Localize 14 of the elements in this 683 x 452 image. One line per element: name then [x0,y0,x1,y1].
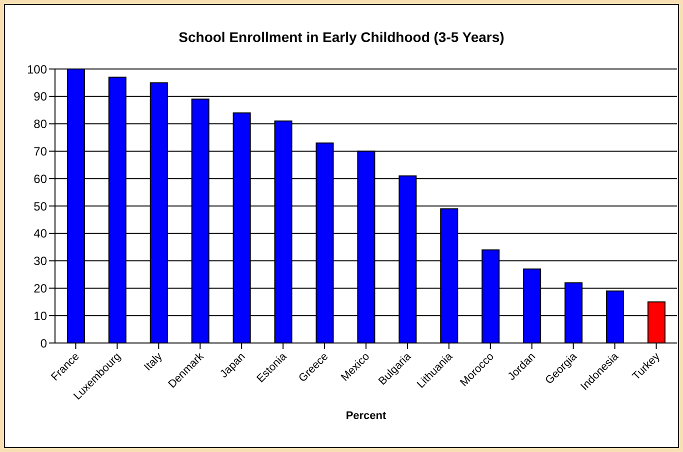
y-tick-label: 30 [34,254,48,268]
y-tick-label: 90 [34,90,48,104]
y-tick-label: 0 [40,336,48,350]
chart-title: School Enrollment in Early Childhood (3-5 Years) [178,29,506,45]
y-tick-label: 70 [34,144,48,158]
y-tick-label: 40 [34,226,48,241]
y-tick-label: 80 [34,117,48,132]
y-tick-label: 20 [34,281,48,296]
x-axis-title: Percent [346,410,387,422]
y-tick-label: 100 [26,62,48,76]
y-tick-label: 50 [34,199,48,214]
y-tick-label: 60 [34,172,48,186]
x-tick-label: Italy [142,350,166,374]
y-tick-label: 10 [34,308,48,323]
